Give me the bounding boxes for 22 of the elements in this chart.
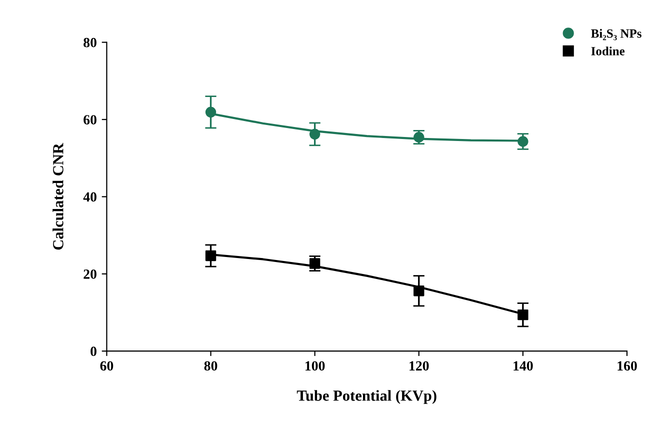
point	[309, 128, 320, 140]
point	[518, 136, 528, 147]
legend-label: Bi₂S₃ NPs	[591, 28, 642, 40]
x-tick-label: 120	[410, 361, 429, 371]
legend-label: Iodine	[591, 46, 625, 56]
y-tick-label: 60	[84, 115, 96, 124]
point	[414, 286, 424, 296]
point	[205, 250, 216, 262]
x-tick-label: 140	[514, 361, 533, 371]
point	[518, 309, 528, 320]
x-tick-label: 60	[100, 361, 114, 371]
y-axis-title: Calculated CNR	[52, 142, 64, 250]
x-axis-title: Tube Potential (KVp)	[296, 390, 436, 404]
point	[205, 106, 216, 118]
y-tick-label: 20	[84, 269, 96, 279]
y-tick-label: 40	[83, 192, 96, 202]
x-tick-label: 160	[618, 361, 637, 371]
point	[309, 258, 320, 269]
x-tick-label: 100	[306, 361, 325, 371]
y-tick-label: 0	[90, 346, 96, 356]
y-tick-label: 80	[84, 38, 96, 48]
x-tick-label: 80	[204, 361, 218, 371]
